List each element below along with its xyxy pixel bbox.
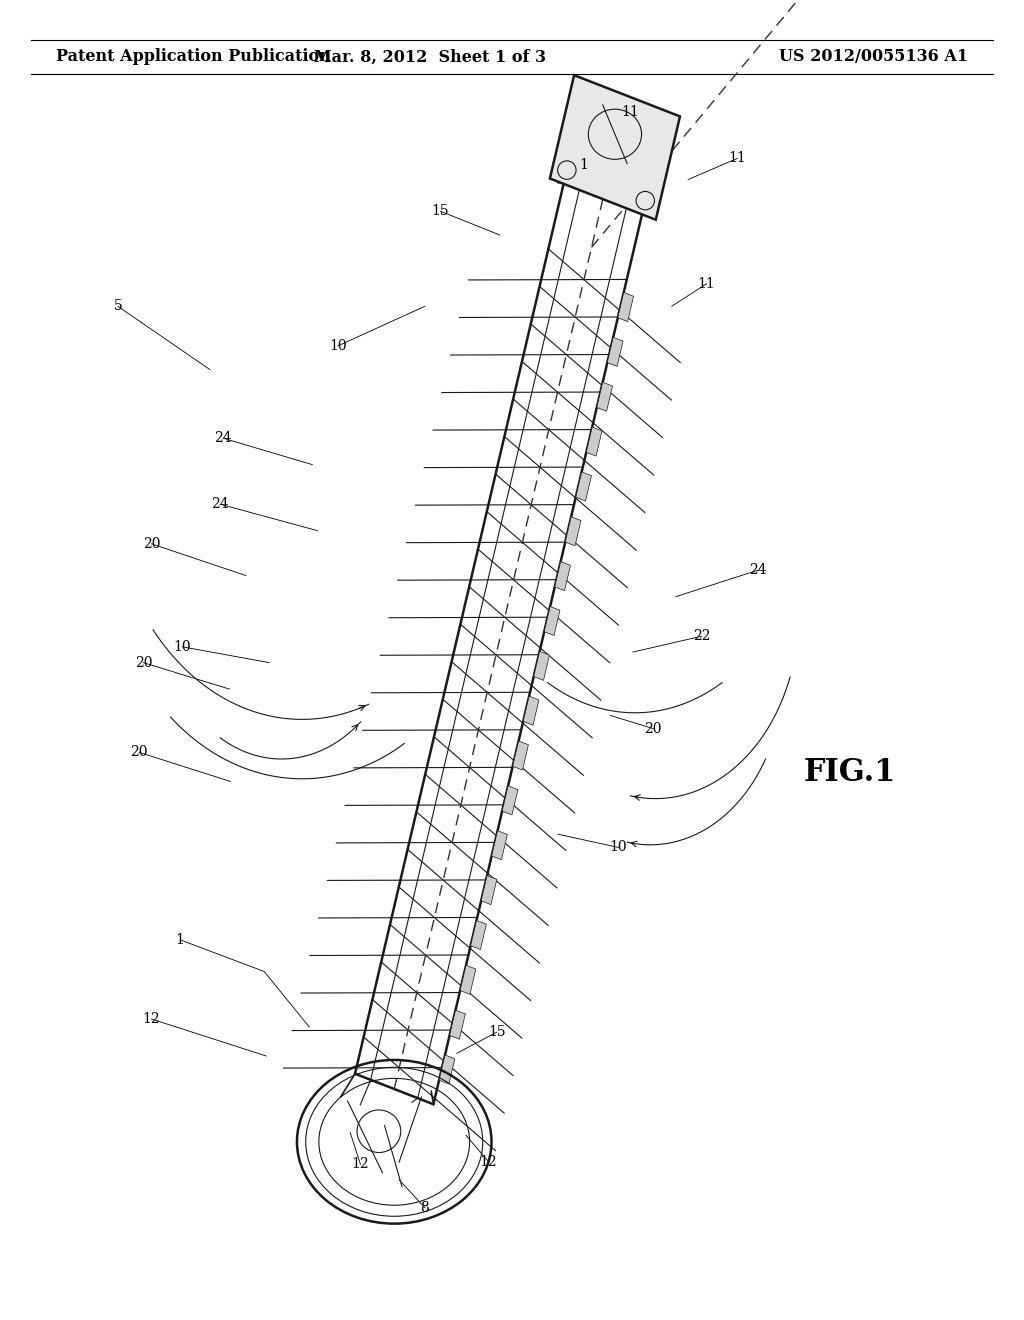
Text: 10: 10 <box>329 339 347 352</box>
Text: 12: 12 <box>351 1158 370 1171</box>
Text: 24: 24 <box>214 432 232 445</box>
Text: 10: 10 <box>609 841 628 854</box>
Text: 12: 12 <box>142 1012 161 1026</box>
Text: 1: 1 <box>176 933 184 946</box>
Polygon shape <box>587 428 602 457</box>
Polygon shape <box>513 741 528 770</box>
Polygon shape <box>502 785 518 814</box>
Text: 11: 11 <box>697 277 716 290</box>
Polygon shape <box>481 875 497 904</box>
Text: 20: 20 <box>644 722 663 735</box>
Polygon shape <box>575 471 592 502</box>
Polygon shape <box>550 75 680 219</box>
Polygon shape <box>523 696 539 725</box>
Text: 12: 12 <box>479 1155 498 1168</box>
Text: 10: 10 <box>173 640 191 653</box>
Text: 22: 22 <box>692 630 711 643</box>
Text: 24: 24 <box>749 564 767 577</box>
Text: US 2012/0055136 A1: US 2012/0055136 A1 <box>778 49 968 65</box>
Text: 8: 8 <box>421 1201 429 1214</box>
Text: Mar. 8, 2012  Sheet 1 of 3: Mar. 8, 2012 Sheet 1 of 3 <box>314 49 546 65</box>
Polygon shape <box>555 561 570 590</box>
Polygon shape <box>492 830 507 859</box>
Text: 15: 15 <box>431 205 450 218</box>
Polygon shape <box>544 606 560 635</box>
Polygon shape <box>460 965 476 994</box>
Text: Patent Application Publication: Patent Application Publication <box>56 49 331 65</box>
Polygon shape <box>617 293 634 322</box>
Text: 20: 20 <box>130 746 148 759</box>
Text: 24: 24 <box>211 498 229 511</box>
Text: 1: 1 <box>580 158 588 172</box>
Text: 11: 11 <box>621 106 639 119</box>
Text: 11: 11 <box>728 152 746 165</box>
Text: 5: 5 <box>114 300 122 313</box>
Text: FIG.1: FIG.1 <box>804 756 896 788</box>
Polygon shape <box>607 338 623 367</box>
Polygon shape <box>534 651 550 680</box>
Text: 20: 20 <box>142 537 161 550</box>
Polygon shape <box>450 1010 465 1039</box>
Polygon shape <box>597 383 612 412</box>
Polygon shape <box>565 516 581 546</box>
Text: 20: 20 <box>134 656 153 669</box>
Polygon shape <box>471 920 486 949</box>
Polygon shape <box>439 1055 455 1084</box>
Text: 15: 15 <box>487 1026 506 1039</box>
